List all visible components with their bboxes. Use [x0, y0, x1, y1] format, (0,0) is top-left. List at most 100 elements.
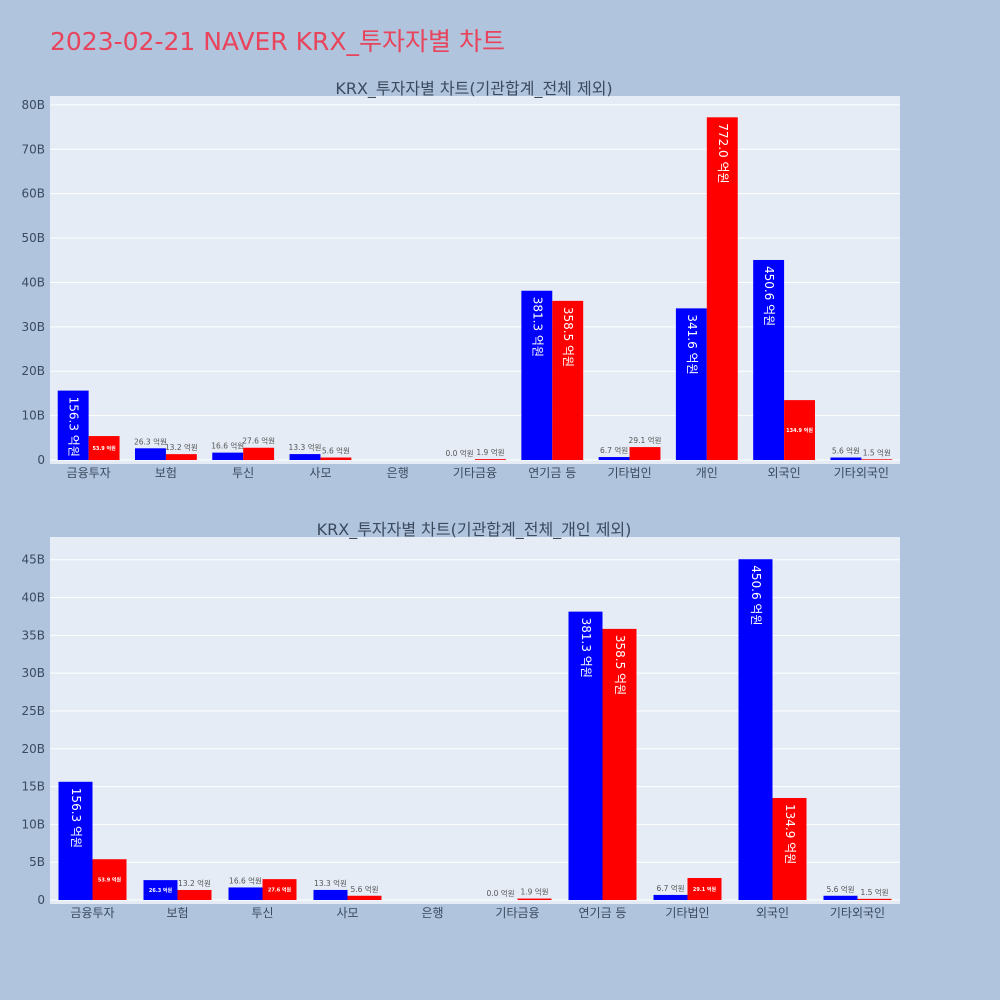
data-label: 772.0 억원 — [716, 123, 730, 183]
data-label: 13.3 억원 — [289, 443, 322, 452]
bar — [517, 898, 552, 900]
y-tick-label: 5B — [29, 855, 45, 869]
bar — [135, 448, 166, 460]
y-tick-label: 50B — [21, 231, 45, 245]
data-label: 5.6 억원 — [322, 447, 350, 456]
bar — [347, 895, 382, 900]
x-tick-label: 투신 — [232, 466, 254, 480]
bar — [568, 611, 603, 900]
bar — [653, 894, 688, 900]
bar — [92, 859, 127, 900]
y-tick-label: 30B — [21, 666, 45, 680]
bar — [177, 890, 212, 900]
bar — [320, 457, 352, 460]
y-tick-label: 0 — [37, 453, 45, 467]
bar — [857, 898, 892, 900]
data-label: 0.0 억원 — [486, 889, 514, 898]
data-label: 450.6 억원 — [749, 565, 763, 625]
bar — [753, 259, 785, 460]
x-tick-label: 기타법인 — [665, 906, 709, 920]
data-label: 1.5 억원 — [860, 888, 888, 897]
bar — [262, 879, 297, 900]
bar — [228, 887, 263, 900]
data-label: 29.1 억원 — [629, 436, 662, 445]
data-label: 134.9 억원 — [786, 427, 813, 434]
data-label: 6.7 억원 — [656, 884, 684, 893]
bar — [772, 797, 807, 900]
y-tick-label: 20B — [21, 742, 45, 756]
bar — [602, 628, 637, 900]
data-label: 26.3 억원 — [149, 887, 173, 894]
bar — [784, 400, 815, 460]
x-tick-label: 은행 — [421, 905, 443, 920]
y-tick-label: 15B — [21, 780, 45, 794]
data-label: 5.6 억원 — [350, 885, 378, 894]
data-label: 13.3 억원 — [314, 879, 347, 888]
x-tick-label: 외국인 — [756, 906, 789, 920]
chart-title: KRX_투자자별 차트(기관합계_전체_개인 제외) — [317, 520, 632, 540]
x-tick-label: 보험 — [166, 906, 188, 920]
y-tick-label: 80B — [21, 98, 45, 112]
x-tick-label: 사모 — [309, 466, 331, 480]
bar — [243, 447, 275, 460]
data-label: 1.9 억원 — [520, 888, 548, 897]
x-tick-label: 금융투자 — [70, 906, 114, 920]
data-label: 29.1 억원 — [693, 886, 717, 893]
data-label: 16.6 억원 — [229, 876, 262, 885]
chart-bottom: KRX_투자자별 차트(기관합계_전체_개인 제외) 0 5B 10B 15B 20B 2… — [21, 520, 900, 920]
data-label: 6.7 억원 — [600, 446, 628, 455]
y-tick-label: 30B — [21, 320, 45, 334]
data-label: 5.6 억원 — [826, 885, 854, 894]
y-tick-label: 35B — [21, 628, 45, 642]
y-tick-label: 70B — [21, 142, 45, 156]
y-tick-label: 25B — [21, 704, 45, 718]
data-label: 0.0 억원 — [445, 449, 473, 458]
bar — [629, 447, 661, 460]
data-label: 5.6 억원 — [832, 447, 860, 456]
data-label: 13.2 억원 — [165, 443, 198, 452]
bar — [212, 452, 244, 460]
bar — [313, 889, 348, 900]
y-tick-label: 0 — [37, 893, 45, 907]
x-tick-label: 기타외국인 — [830, 906, 885, 920]
data-label: 381.3 억원 — [579, 618, 593, 678]
y-tick-label: 20B — [21, 364, 45, 378]
x-tick-label: 기타금융 — [495, 906, 539, 920]
data-label: 358.5 억원 — [613, 635, 627, 695]
y-tick-label: 10B — [21, 817, 45, 831]
data-label: 1.5 억원 — [863, 448, 891, 457]
bar — [165, 454, 197, 460]
data-label: 53.9 억원 — [98, 877, 122, 884]
data-label: 341.6 억원 — [685, 314, 699, 374]
data-label: 1.9 억원 — [476, 448, 504, 457]
bar — [823, 895, 858, 900]
chart-top: KRX_투자자별 차트(기관합계_전체 제외) 0 10B 20B 30B 40B 50B… — [21, 79, 900, 480]
data-label: 156.3 억원 — [67, 397, 81, 457]
bar — [552, 300, 584, 460]
y-tick-label: 40B — [21, 591, 45, 605]
data-label: 156.3 억원 — [69, 788, 83, 848]
chart-title: KRX_투자자별 차트(기관합계_전체 제외) — [335, 79, 612, 99]
bar — [687, 877, 722, 900]
bar — [830, 457, 862, 460]
y-tick-label: 60B — [21, 187, 45, 201]
bar — [521, 290, 553, 460]
bar — [598, 457, 630, 460]
bar — [289, 454, 321, 460]
data-label: 358.5 억원 — [561, 307, 575, 367]
x-tick-label: 개인 — [696, 466, 718, 480]
x-tick-label: 은행 — [387, 465, 409, 480]
x-tick-label: 투신 — [251, 906, 273, 920]
data-label: 53.9 억원 — [92, 445, 116, 452]
bar — [475, 459, 506, 460]
x-tick-label: 기타금융 — [453, 466, 497, 480]
data-label: 27.6 억원 — [242, 437, 275, 446]
x-tick-label: 연기금 등 — [579, 906, 627, 920]
y-tick-label: 10B — [21, 409, 45, 423]
data-label: 450.6 억원 — [762, 266, 776, 326]
x-tick-label: 연기금 등 — [528, 466, 576, 480]
y-tick-label: 45B — [21, 553, 45, 567]
page-title: 2023-02-21 NAVER KRX_투자자별 차트 — [50, 27, 505, 56]
data-label: 13.2 억원 — [178, 879, 211, 888]
x-tick-label: 사모 — [336, 906, 358, 920]
